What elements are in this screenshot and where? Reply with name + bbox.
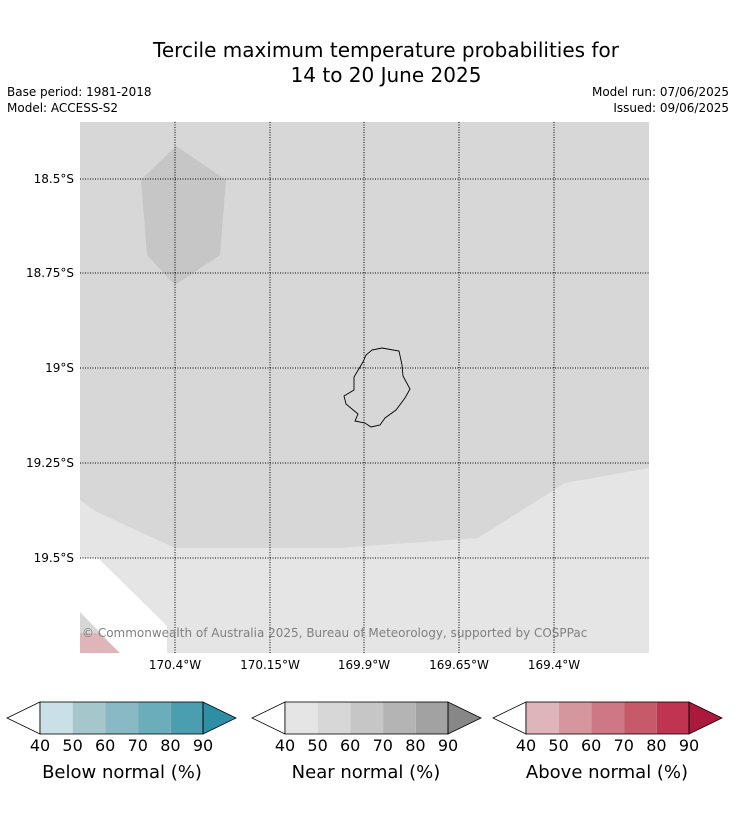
model-name: Model: ACCESS-S2 — [7, 101, 119, 115]
colorbar-tick: 80 — [646, 736, 667, 755]
colorbar-segment — [40, 702, 73, 734]
colorbar-outline — [525, 701, 690, 735]
colorbar-tick: 40 — [274, 736, 296, 755]
colorbar-segment — [138, 702, 171, 734]
map-title: Tercile maximum temperature probabilitie… — [0, 38, 736, 88]
colorbar-outline — [284, 701, 449, 735]
colorbar-segment — [591, 702, 625, 734]
colorbar-segment — [526, 702, 559, 734]
colorbar-segment — [383, 702, 416, 734]
colorbar-below-normal — [6, 701, 237, 735]
colorbar-segment — [415, 702, 448, 734]
colorbar-tick: 60 — [581, 736, 602, 755]
colorbar-tick: 40 — [515, 736, 537, 755]
colorbar-tick: 90 — [437, 736, 459, 755]
colorbar-tick: 50 — [307, 736, 328, 755]
colorbar-tick: 90 — [192, 736, 214, 755]
lat-label: 18.75°S — [26, 266, 74, 280]
colorbar-segment — [317, 702, 351, 734]
lon-label: 169.4°W — [527, 658, 581, 672]
colorbar-title-above: Above normal (%) — [525, 762, 689, 783]
colorbar-segment — [105, 702, 139, 734]
colorbar-tick: 80 — [405, 736, 426, 755]
lon-label: 170.15°W — [240, 658, 300, 672]
above-normal-40-region — [80, 633, 120, 653]
lon-label: 169.9°W — [337, 658, 391, 672]
colorbar-segment — [72, 702, 106, 734]
model-run: Model run: 07/06/2025 — [591, 85, 729, 99]
lat-label: 19.25°S — [26, 456, 74, 470]
colorbar-tick: 90 — [678, 736, 700, 755]
lat-label: 19.5°S — [33, 551, 74, 565]
colorbar-near-normal — [251, 701, 482, 735]
meta-left: Base period: 1981-2018 Model: ACCESS-S2 — [7, 84, 152, 116]
title-line-1: Tercile maximum temperature probabilitie… — [153, 38, 619, 62]
meta-right: Model run: 07/06/2025 Issued: 09/06/2025 — [592, 84, 729, 116]
island-coastline — [343, 347, 411, 428]
map-panel — [80, 122, 649, 653]
lon-label: 169.65°W — [429, 658, 489, 672]
title-line-2: 14 to 20 June 2025 — [290, 63, 482, 87]
colorbar-outline — [39, 701, 204, 735]
copyright-notice: © Commonwealth of Australia 2025, Bureau… — [82, 626, 588, 640]
colorbar-title-below: Below normal (%) — [42, 762, 202, 783]
base-period: Base period: 1981-2018 — [7, 85, 152, 99]
colorbars — [6, 701, 723, 735]
issued-date: Issued: 09/06/2025 — [613, 101, 729, 115]
near-normal-60-region — [141, 146, 226, 285]
colorbar-tick: 50 — [62, 736, 83, 755]
lat-label: 18.5°S — [33, 172, 74, 186]
colorbar-tick: 70 — [372, 736, 393, 755]
colorbar-tick: 70 — [127, 736, 148, 755]
colorbar-tick: 70 — [613, 736, 634, 755]
colorbar-tick: 60 — [340, 736, 361, 755]
colorbar-extend-low — [6, 701, 41, 735]
colorbar-segment — [624, 702, 657, 734]
colorbar-segment — [558, 702, 592, 734]
colorbar-segment — [656, 702, 689, 734]
colorbar-tick: 50 — [548, 736, 569, 755]
colorbar-extend-high — [202, 701, 237, 735]
white-no-data-region — [80, 558, 167, 653]
colorbar-tick: 80 — [160, 736, 181, 755]
colorbar-segment — [350, 702, 384, 734]
colorbar-extend-low — [251, 701, 286, 735]
colorbar-extend-high — [688, 701, 723, 735]
map-gridlines — [80, 122, 649, 653]
colorbar-tick: 60 — [95, 736, 116, 755]
colorbar-extend-high — [447, 701, 482, 735]
colorbar-segment — [285, 702, 318, 734]
colorbar-above-normal — [492, 701, 723, 735]
colorbar-tick: 40 — [29, 736, 51, 755]
colorbar-title-near: Near normal (%) — [291, 762, 441, 783]
lat-label: 19°S — [45, 361, 74, 375]
lon-label: 170.4°W — [148, 658, 202, 672]
colorbar-segment — [170, 702, 203, 734]
colorbar-extend-low — [492, 701, 527, 735]
